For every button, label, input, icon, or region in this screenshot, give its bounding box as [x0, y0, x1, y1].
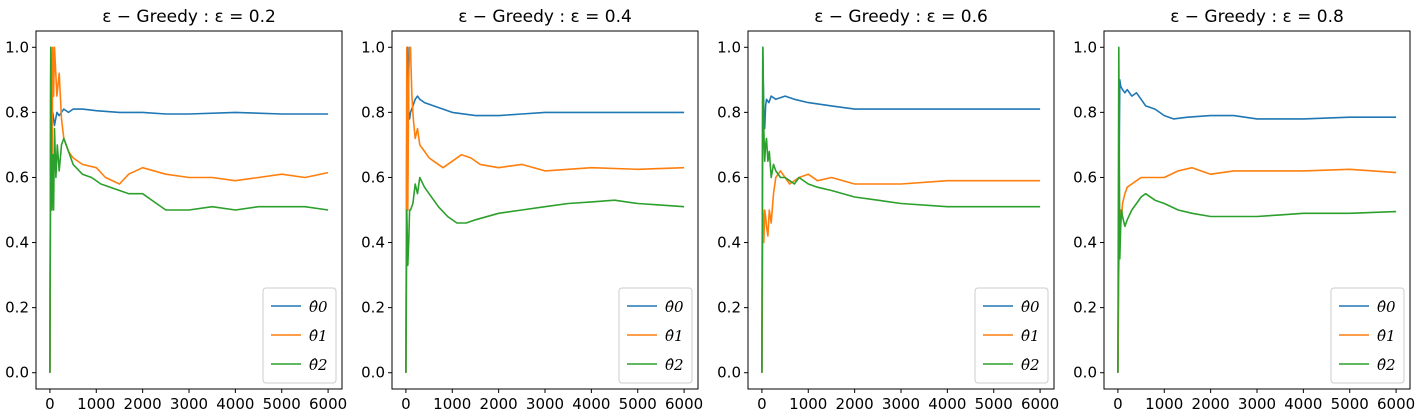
x-tick-label: 0: [401, 395, 411, 413]
y-tick-label: 0.6: [1073, 168, 1097, 186]
y-tick-label: 0.8: [5, 103, 29, 121]
series-group: [405, 46, 685, 373]
legend: θ̂0 θ̂1 θ̂2: [262, 287, 337, 384]
legend-label: θ̂2: [665, 356, 684, 374]
x-tick-label: 6000: [309, 395, 347, 413]
y-tick-label: 0.8: [717, 103, 741, 121]
subplot-4: ε − Greedy : ε = 0.8 0 1000 2000 3000 4000 500…: [1073, 7, 1415, 413]
legend-label: θ̂1: [309, 327, 328, 345]
legend: θ̂0 θ̂1 θ̂2: [1330, 287, 1405, 384]
series-line-theta-2: [1117, 46, 1397, 373]
legend: θ̂0 θ̂1 θ̂2: [974, 287, 1049, 384]
x-tick-label: 3000: [170, 395, 208, 413]
series-line-theta-2: [405, 176, 685, 373]
y-tick-label: 0.2: [717, 299, 741, 317]
y-tick-label: 0.6: [5, 168, 29, 186]
series-line-theta-2: [761, 46, 1041, 373]
x-tick-label: 1000: [789, 395, 827, 413]
series-group: [1117, 46, 1397, 373]
x-tick-label: 4000: [1284, 395, 1322, 413]
y-tick-label: 1.0: [361, 38, 385, 56]
legend-label: θ̂1: [1377, 327, 1396, 345]
subplot-2: ε − Greedy : ε = 0.4 0 1000 2000 3000 4000 500…: [361, 7, 703, 413]
series-line-theta-1: [49, 46, 329, 373]
x-tick-label: 4000: [928, 395, 966, 413]
y-tick-label: 1.0: [5, 38, 29, 56]
y-tick-label: 0.2: [1073, 299, 1097, 317]
x-tick-label: 1000: [77, 395, 115, 413]
legend: θ̂0 θ̂1 θ̂2: [618, 287, 693, 384]
y-tick-label: 0.4: [361, 234, 385, 252]
y-tick-label: 0.0: [5, 364, 29, 382]
x-tick-label: 2000: [480, 395, 518, 413]
y-tick-label: 0.4: [717, 234, 741, 252]
series-line-theta-1: [761, 170, 1041, 373]
legend-label: θ̂0: [665, 298, 684, 316]
y-tick-label: 0.0: [361, 364, 385, 382]
series-line-theta-0: [1117, 79, 1397, 373]
x-tick-label: 3000: [526, 395, 564, 413]
y-tick-label: 1.0: [717, 38, 741, 56]
x-tick-label: 2000: [124, 395, 162, 413]
x-tick-label: 0: [757, 395, 767, 413]
y-tick-label: 0.8: [361, 103, 385, 121]
legend-label: θ̂2: [1021, 356, 1040, 374]
x-tick-label: 6000: [1377, 395, 1415, 413]
y-tick-label: 0.4: [1073, 234, 1097, 252]
series-group: [761, 46, 1041, 373]
subplot-title: ε − Greedy : ε = 0.8: [1170, 7, 1344, 27]
subplot-title: ε − Greedy : ε = 0.6: [814, 7, 988, 27]
y-tick-label: 0.6: [717, 168, 741, 186]
legend-label: θ̂0: [309, 298, 328, 316]
x-tick-label: 6000: [1021, 395, 1059, 413]
subplot-title: ε − Greedy : ε = 0.2: [102, 7, 276, 27]
x-tick-label: 5000: [1331, 395, 1369, 413]
x-tick-label: 0: [45, 395, 55, 413]
subplot-3: ε − Greedy : ε = 0.6 0 1000 2000 3000 4000 500…: [717, 7, 1059, 413]
legend-label: θ̂0: [1377, 298, 1396, 316]
legend-label: θ̂2: [309, 356, 328, 374]
x-tick-label: 1000: [1145, 395, 1183, 413]
x-tick-label: 4000: [572, 395, 610, 413]
y-tick-label: 0.2: [5, 299, 29, 317]
legend-label: θ̂0: [1021, 298, 1040, 316]
x-tick-label: 5000: [263, 395, 301, 413]
x-tick-label: 4000: [216, 395, 254, 413]
y-tick-label: 0.0: [717, 364, 741, 382]
y-tick-label: 1.0: [1073, 38, 1097, 56]
series-line-theta-0: [761, 46, 1041, 373]
y-tick-label: 0.6: [361, 168, 385, 186]
y-tick-label: 0.4: [5, 234, 29, 252]
x-tick-label: 0: [1113, 395, 1123, 413]
x-tick-label: 1000: [433, 395, 471, 413]
series-line-theta-2: [49, 46, 329, 373]
x-tick-label: 2000: [836, 395, 874, 413]
legend-label: θ̂1: [1021, 327, 1040, 345]
y-tick-label: 0.2: [361, 299, 385, 317]
subplot-1: ε − Greedy : ε = 0.2 0 1000 2000 3000 4000 500…: [5, 7, 347, 413]
legend-label: θ̂2: [1377, 356, 1396, 374]
subplot-title: ε − Greedy : ε = 0.4: [458, 7, 632, 27]
x-tick-label: 5000: [619, 395, 657, 413]
series-group: [49, 46, 329, 373]
x-tick-label: 5000: [975, 395, 1013, 413]
x-tick-label: 6000: [665, 395, 703, 413]
y-tick-label: 0.0: [1073, 364, 1097, 382]
x-tick-label: 3000: [882, 395, 920, 413]
x-tick-label: 3000: [1238, 395, 1276, 413]
x-tick-label: 2000: [1192, 395, 1230, 413]
legend-label: θ̂1: [665, 327, 684, 345]
series-line-theta-1: [405, 46, 685, 373]
y-tick-label: 0.8: [1073, 103, 1097, 121]
